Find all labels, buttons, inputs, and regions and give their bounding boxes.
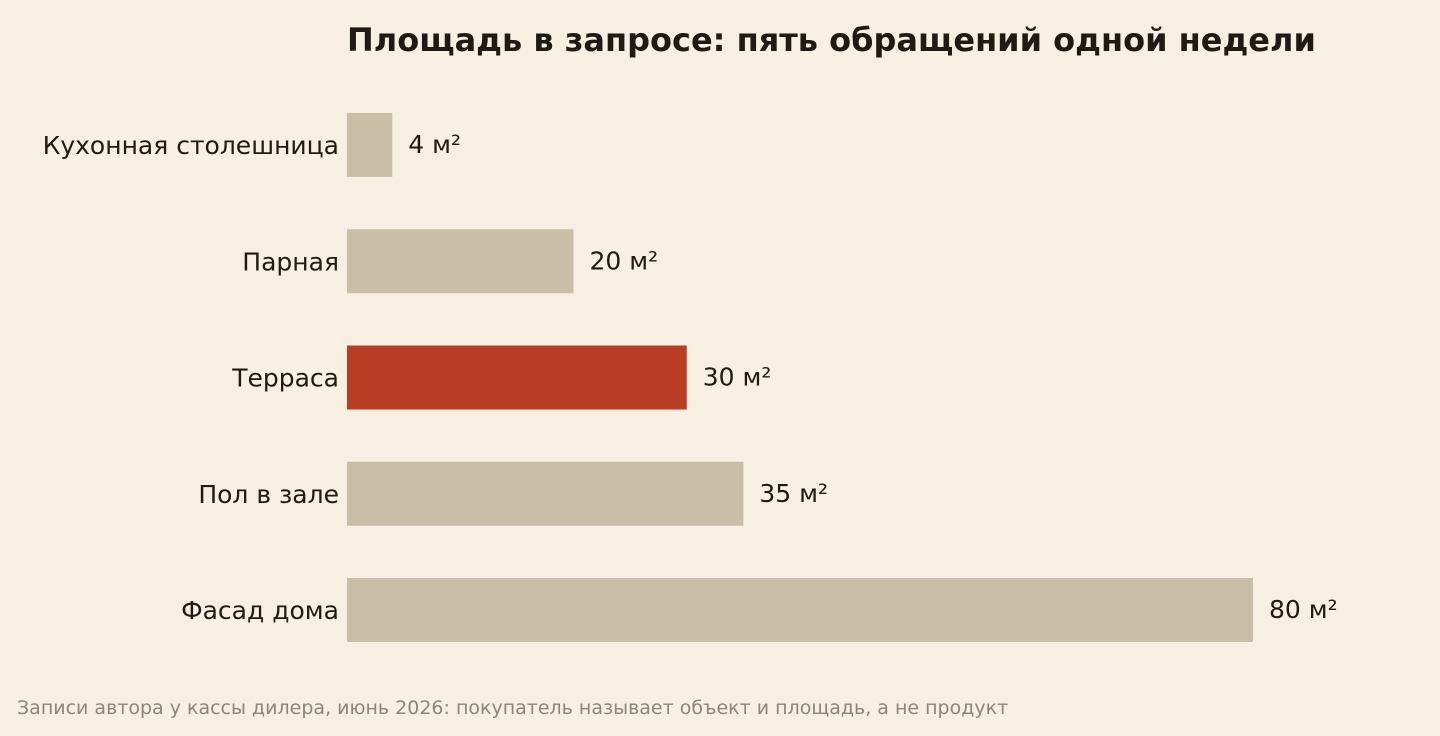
category-label: Терраса bbox=[231, 364, 339, 393]
category-label: Парная bbox=[242, 247, 339, 276]
value-label: 30 м² bbox=[703, 363, 772, 392]
category-label: Кухонная столешница bbox=[43, 131, 339, 160]
value-label: 20 м² bbox=[590, 246, 659, 275]
category-label: Пол в зале bbox=[198, 480, 339, 509]
chart-footnote: Записи автора у кассы дилера, июнь 2026:… bbox=[17, 697, 1008, 719]
chart-title: Площадь в запросе: пять обращений одной … bbox=[347, 21, 1316, 59]
value-label: 35 м² bbox=[759, 479, 828, 508]
value-label: 80 м² bbox=[1269, 595, 1338, 624]
bar-highlighted bbox=[347, 345, 687, 410]
bar bbox=[347, 578, 1253, 642]
category-label: Фасад дома bbox=[181, 596, 339, 625]
bar bbox=[347, 229, 574, 294]
bar bbox=[347, 461, 744, 526]
bar bbox=[347, 113, 393, 177]
bars-group: Кухонная столешница 4 м² Парная 20 м² Террас… bbox=[43, 113, 1338, 642]
value-label: 4 м² bbox=[408, 130, 461, 159]
